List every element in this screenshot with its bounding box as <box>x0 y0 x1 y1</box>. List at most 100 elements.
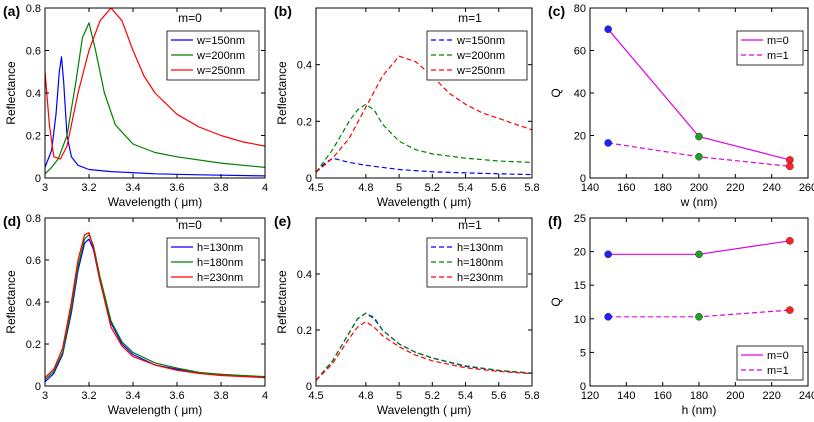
y-tick-label-b-1: 0.2 <box>297 116 312 128</box>
legend-label-b-1: w=200nm <box>456 50 505 62</box>
series-line-b-0 <box>316 157 532 176</box>
x-tick-label-d-2: 3.4 <box>125 390 140 402</box>
y-axis-title-f: Q <box>549 297 563 306</box>
series-line-b-1 <box>316 103 532 173</box>
y-axis-title-c: Q <box>549 88 563 97</box>
series-line-d-2 <box>45 232 265 379</box>
panel-label-b: (b) <box>274 3 292 19</box>
y-tick-label-e-1: 0.2 <box>297 325 312 337</box>
legend-label-b-2: w=250nm <box>456 65 505 77</box>
x-tick-label-f-6: 240 <box>799 390 814 402</box>
axes-frame-b <box>315 7 533 179</box>
panel-label-d: (d) <box>3 213 21 229</box>
y-tick-label-f-0: 0 <box>580 381 586 393</box>
mode-label-e: m=1 <box>458 218 482 232</box>
y-axis-title-b: Reflectance <box>275 61 289 125</box>
x-tick-label-e-3: 5.2 <box>425 390 440 402</box>
legend-label-e-1: h=180nm <box>457 257 503 269</box>
x-tick-label-a-3: 3.6 <box>169 182 184 194</box>
x-tick-label-c-5: 240 <box>762 182 780 194</box>
legend-label-b-0: w=150nm <box>456 35 505 47</box>
y-tick-label-b-0: 0 <box>306 173 312 185</box>
panel-a: 3 3.2 3.4 3.6 3.8 4 0 0.2 0.4 0.6 0.8 Wavelength ( … <box>3 3 268 209</box>
series-line-e-1 <box>316 312 532 381</box>
y-tick-label-a-0: 0 <box>35 173 41 185</box>
x-tick-label-a-4: 3.8 <box>213 182 228 194</box>
panel-label-a: (a) <box>3 3 20 19</box>
y-tick-label-c-3: 60 <box>574 46 586 58</box>
x-tick-label-a-0: 3 <box>42 182 48 194</box>
x-tick-label-b-3: 5.2 <box>425 182 440 194</box>
y-tick-label-e-2: 0.4 <box>297 269 312 281</box>
data-point-c-1-1 <box>695 152 703 161</box>
series-line-e-2 <box>316 321 532 381</box>
mode-label-d: m=0 <box>178 218 202 232</box>
x-tick-label-e-4: 5.4 <box>458 390 473 402</box>
x-tick-label-a-5: 4 <box>262 182 268 194</box>
y-tick-label-c-2: 40 <box>574 88 586 100</box>
y-tick-label-e-0: 0 <box>306 381 312 393</box>
y-tick-label-d-0: 0 <box>35 381 41 393</box>
data-point-c-0-2 <box>786 156 794 164</box>
data-point-f-0-0 <box>604 250 612 259</box>
x-tick-label-a-1: 3.2 <box>81 182 96 194</box>
x-tick-label-c-3: 200 <box>690 182 708 194</box>
legend-label-a-2: w=250nm <box>196 65 245 77</box>
x-tick-label-d-5: 4 <box>262 390 268 402</box>
y-tick-label-d-3: 0.6 <box>26 255 41 267</box>
data-point-f-1-2 <box>786 306 794 314</box>
x-tick-label-e-6: 5.8 <box>524 390 539 402</box>
x-axis-title-c: w (nm) <box>680 195 718 209</box>
x-tick-label-e-1: 4.8 <box>358 390 373 402</box>
x-tick-label-f-1: 140 <box>617 390 635 402</box>
series-line-a-1 <box>45 22 265 175</box>
series-line-b-2 <box>316 55 532 173</box>
series-line-a-0 <box>45 56 265 177</box>
data-point-c-1-0 <box>604 139 612 147</box>
x-tick-label-f-5: 220 <box>762 390 780 402</box>
data-point-c-1-2 <box>786 162 794 171</box>
legend-label-f-0: m=0 <box>767 350 789 362</box>
plot-area-e <box>316 312 532 381</box>
panel-e: 4.5 4.8 5 5.2 5.4 5.6 5.8 0 0.2 0.4 Wavelength ( μ… <box>274 213 540 417</box>
series-line-a-2 <box>45 8 265 160</box>
y-tick-label-d-2: 0.4 <box>26 297 41 309</box>
y-tick-label-c-0: 0 <box>580 173 586 185</box>
x-tick-label-f-4: 200 <box>726 390 744 402</box>
x-tick-label-c-6: 260 <box>799 182 814 194</box>
x-tick-label-c-0: 140 <box>581 182 599 194</box>
legend-label-a-0: w=150nm <box>196 35 245 47</box>
panel-b: 4.5 4.8 5 5.2 5.4 5.6 5.8 0 0.2 0.4 Wavelength ( μ… <box>274 3 540 209</box>
x-tick-label-b-5: 5.6 <box>491 182 506 194</box>
y-tick-label-b-2: 0.4 <box>297 60 312 72</box>
data-point-c-0-1 <box>695 132 703 141</box>
x-tick-label-d-1: 3.2 <box>81 390 96 402</box>
panel-c: 140 160 180 200 220 240 260 0 20 40 60 80 w (nm) Q (c)… <box>548 3 814 209</box>
legend-box-f <box>736 345 804 381</box>
axes-frame-e <box>315 217 533 387</box>
x-axis-title-a: Wavelength ( μm) <box>108 195 203 209</box>
legend-label-d-1: h=180nm <box>197 257 243 269</box>
data-point-f-1-0 <box>604 312 612 321</box>
x-tick-label-f-2: 160 <box>653 390 671 402</box>
series-line-d-1 <box>45 234 265 381</box>
y-tick-label-a-4: 0.8 <box>26 3 41 15</box>
y-tick-label-a-3: 0.6 <box>26 46 41 58</box>
panel-label-c: (c) <box>548 3 565 19</box>
legend-label-c-1: m=1 <box>767 50 789 62</box>
legend-label-f-1: m=1 <box>767 365 789 377</box>
x-tick-label-d-3: 3.6 <box>169 390 184 402</box>
legend-label-e-2: h=230nm <box>457 272 503 284</box>
y-tick-label-d-4: 0.8 <box>26 213 41 225</box>
panel-f: 120 140 160 180 200 220 240 0 5 10 15 20 25 h (nm) Q (f… <box>548 213 814 417</box>
x-tick-label-b-0: 4.5 <box>308 182 323 194</box>
x-tick-label-e-2: 5 <box>396 390 402 402</box>
x-tick-label-b-4: 5.4 <box>458 182 473 194</box>
x-tick-label-b-6: 5.8 <box>524 182 539 194</box>
x-axis-title-d: Wavelength ( μm) <box>108 403 203 417</box>
plot-area-d <box>45 232 265 383</box>
y-tick-label-a-2: 0.4 <box>26 88 41 100</box>
x-tick-label-e-5: 5.6 <box>491 390 506 402</box>
data-point-f-0-2 <box>786 237 794 245</box>
